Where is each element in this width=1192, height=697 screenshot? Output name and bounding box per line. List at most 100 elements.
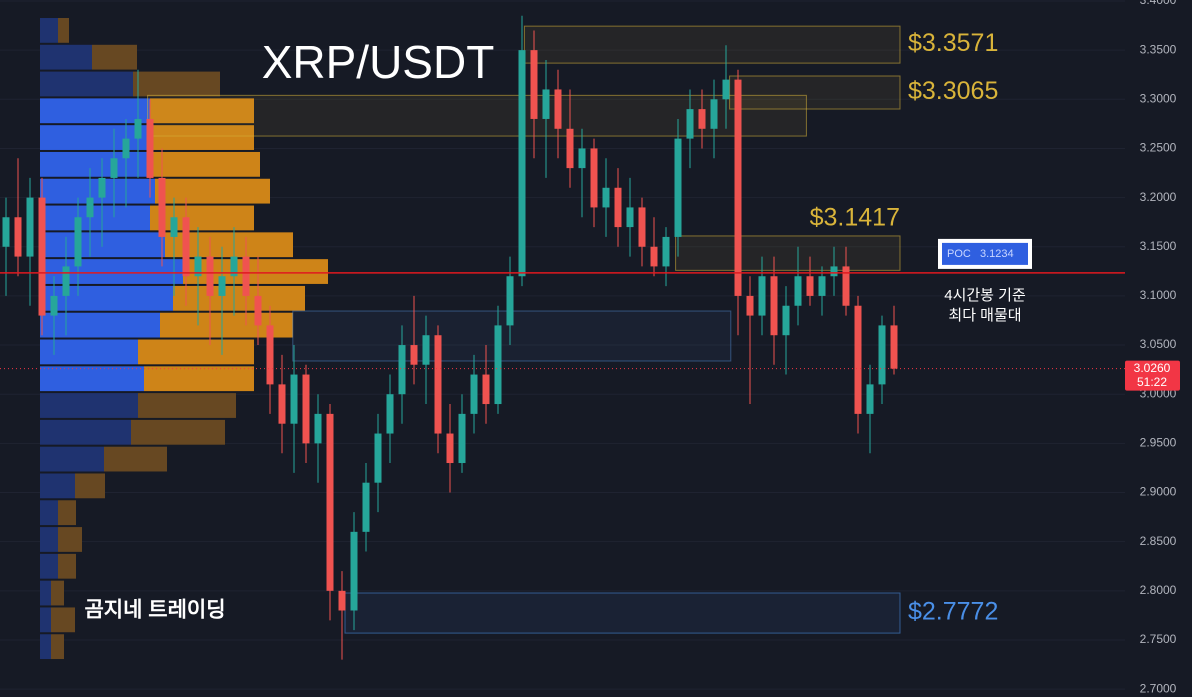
candle-body xyxy=(434,335,442,434)
y-tick-label: 2.8000 xyxy=(1140,583,1177,597)
y-tick-label: 2.9000 xyxy=(1140,485,1177,499)
candle-body xyxy=(746,295,754,316)
profile-sell xyxy=(155,178,270,204)
profile-buy xyxy=(40,285,173,311)
candle-body xyxy=(302,374,310,444)
candle-body xyxy=(698,109,706,129)
zone-box xyxy=(147,94,807,137)
y-tick-label: 3.0500 xyxy=(1140,337,1177,351)
candle-body xyxy=(290,374,298,424)
candle-body xyxy=(170,217,178,237)
profile-sell xyxy=(150,205,254,231)
candle-body xyxy=(446,433,454,464)
profile-sell xyxy=(133,71,220,97)
profile-sell xyxy=(58,553,76,579)
candle-body xyxy=(614,187,622,228)
candle-body xyxy=(338,590,346,611)
candle-body xyxy=(362,482,370,532)
candle-body xyxy=(530,50,538,119)
profile-buy xyxy=(40,473,75,499)
profile-sell xyxy=(131,419,225,445)
profile-sell xyxy=(183,259,328,284)
zone-box xyxy=(675,235,901,271)
candle-body xyxy=(734,79,742,296)
candle-body xyxy=(386,394,394,434)
candle-body xyxy=(74,217,82,267)
profile-sell xyxy=(150,98,254,124)
profile-buy xyxy=(40,500,58,526)
candle-body xyxy=(650,246,658,267)
profile-buy xyxy=(40,205,150,231)
candle-body xyxy=(782,305,790,336)
profile-buy xyxy=(40,527,58,552)
candle-body xyxy=(878,325,886,385)
candle-body xyxy=(374,433,382,483)
profile-sell xyxy=(153,151,260,177)
profile-buy xyxy=(40,18,58,43)
profile-buy xyxy=(40,607,51,633)
candle-body xyxy=(458,413,466,464)
candle-body xyxy=(254,295,262,326)
candle-body xyxy=(806,276,814,296)
candle-body xyxy=(494,325,502,405)
candle-body xyxy=(818,276,826,296)
candle-body xyxy=(854,305,862,414)
candle-body xyxy=(638,207,646,247)
profile-buy xyxy=(40,580,51,606)
candle-body xyxy=(578,148,586,169)
profile-buy xyxy=(40,419,131,445)
profile-buy xyxy=(40,71,133,97)
candle-body xyxy=(50,295,58,316)
profile-sell xyxy=(144,366,254,392)
profile-buy xyxy=(40,339,138,365)
y-tick-label: 2.8500 xyxy=(1140,534,1177,548)
zone-label: $3.3065 xyxy=(908,77,998,105)
candle-body xyxy=(722,79,730,100)
zone-box xyxy=(729,75,901,110)
profile-sell xyxy=(148,125,254,150)
countdown: 51:22 xyxy=(1137,375,1167,389)
profile-buy xyxy=(40,366,144,392)
profile-sell xyxy=(58,527,82,552)
profile-sell xyxy=(138,339,254,365)
candle-body xyxy=(770,276,778,336)
candle-body xyxy=(410,345,418,365)
candle-body xyxy=(326,413,334,591)
profile-buy xyxy=(40,44,92,70)
candle-body xyxy=(38,197,46,316)
zone-label: $3.3571 xyxy=(908,29,998,57)
candle-body xyxy=(26,197,34,257)
profile-sell xyxy=(173,285,305,311)
profile-buy xyxy=(40,393,138,418)
candle-body xyxy=(518,50,526,277)
candle-body xyxy=(86,197,94,218)
y-tick-label: 3.2500 xyxy=(1140,141,1177,155)
profile-buy xyxy=(40,125,148,150)
candle-body xyxy=(14,217,22,257)
profile-sell xyxy=(58,18,69,43)
profile-sell xyxy=(138,393,236,418)
candle-body xyxy=(182,217,190,277)
profile-sell xyxy=(104,446,167,472)
candle-body xyxy=(602,187,610,208)
profile-buy xyxy=(40,151,153,177)
candle-body xyxy=(566,128,574,169)
last-price-label: 3.0260 xyxy=(1134,361,1171,375)
candle-body xyxy=(506,276,514,326)
watermark: 곰지네 트레이딩 xyxy=(84,599,225,622)
zone-label: $2.7772 xyxy=(908,598,998,626)
candle-body xyxy=(542,89,550,119)
profile-sell xyxy=(51,634,64,660)
candle-body xyxy=(866,384,874,414)
candle-body xyxy=(314,413,322,444)
candle-body xyxy=(686,109,694,139)
y-tick-label: 3.2000 xyxy=(1140,190,1177,204)
profile-buy xyxy=(40,98,150,124)
candle-body xyxy=(794,276,802,306)
profile-sell xyxy=(75,473,105,499)
profile-buy xyxy=(40,553,58,579)
candle-body xyxy=(470,374,478,414)
candle-body xyxy=(758,276,766,316)
candle-body xyxy=(134,118,142,139)
